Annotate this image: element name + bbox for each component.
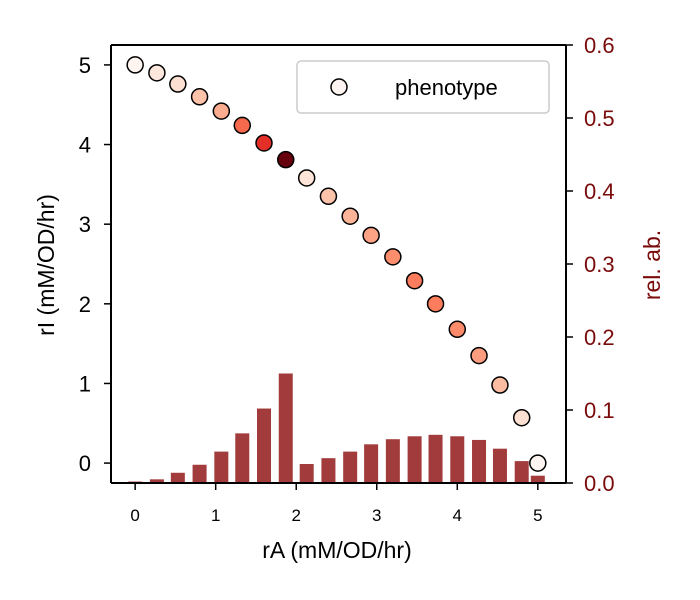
y2-tick-label: 0.5 — [584, 106, 615, 131]
legend-label: phenotype — [395, 75, 498, 100]
rel-ab-bar — [257, 408, 272, 483]
phenotype-point — [297, 169, 316, 187]
rel-ab-bar — [343, 451, 358, 483]
bars-layer — [128, 373, 545, 483]
y2-tick-label: 0.0 — [584, 471, 615, 496]
x-tick-label: 1 — [211, 506, 220, 525]
phenotype-point — [341, 207, 359, 225]
rel-ab-bar — [235, 433, 250, 483]
x-tick-label: 2 — [291, 506, 300, 525]
x-tick-label: 3 — [372, 506, 381, 525]
rel-ab-bar — [364, 444, 379, 483]
phenotype-point — [426, 295, 445, 313]
phenotype-point — [529, 454, 547, 472]
y-tick-label: 1 — [79, 371, 91, 396]
rel-ab-bar — [428, 434, 443, 483]
x-tick-label: 4 — [453, 506, 462, 525]
phenotype-point — [277, 150, 295, 169]
y-tick-label: 3 — [79, 212, 91, 237]
y2-tick-label: 0.6 — [584, 33, 615, 58]
phenotype-point — [512, 408, 531, 427]
phenotype-point — [212, 102, 231, 120]
phenotype-point — [448, 320, 467, 339]
y2-axis-label: rel. ab. — [639, 230, 665, 300]
y2-tick-label: 0.4 — [584, 179, 615, 204]
phenotype-point — [233, 116, 252, 135]
rel-ab-bar — [492, 448, 507, 483]
rel-ab-bar — [299, 464, 314, 483]
x-axis-label: rA (mM/OD/hr) — [262, 537, 412, 563]
rel-ab-bar — [450, 436, 465, 483]
x-tick-label: 5 — [533, 506, 542, 525]
rel-ab-bar — [407, 436, 422, 483]
phenotype-point — [255, 134, 273, 152]
rel-ab-bar — [170, 472, 185, 483]
x-tick-label: 0 — [130, 506, 139, 525]
ticks-layer: 0 1 2 3 4 5 0 1 2 3 4 5 0.0 0.1 0.2 0.3 0.4 0.5 0.6 — [79, 33, 615, 525]
legend-marker — [330, 78, 348, 96]
phenotype-point — [384, 248, 402, 266]
legend-box — [296, 60, 550, 114]
rel-ab-bar — [214, 451, 229, 483]
rel-ab-bar — [321, 458, 336, 483]
y2-tick-label: 0.3 — [584, 252, 615, 277]
y-tick-label: 0 — [79, 451, 91, 476]
y-tick-label: 4 — [79, 133, 91, 158]
phenotype-point — [126, 56, 144, 74]
rel-ab-bar — [149, 479, 164, 483]
rel-ab-bar — [472, 439, 487, 483]
rel-ab-bar — [278, 373, 293, 483]
phenotype-point — [362, 226, 380, 245]
points-layer — [126, 56, 547, 472]
phenotype-point — [405, 271, 424, 290]
phenotype-point — [319, 187, 338, 206]
rel-ab-bar — [514, 461, 529, 483]
phenotype-point — [190, 88, 209, 106]
legend: phenotype — [296, 60, 550, 114]
rel-ab-bar — [385, 439, 400, 483]
phenotype-point — [169, 75, 187, 93]
y-tick-label: 2 — [79, 292, 91, 317]
rel-ab-bar — [192, 464, 207, 483]
phenotype-point — [470, 346, 488, 365]
y2-tick-label: 0.1 — [584, 398, 615, 423]
y2-tick-label: 0.2 — [584, 325, 615, 350]
phenotype-point — [148, 64, 166, 82]
y-axis-label: rI (mM/OD/hr) — [33, 194, 59, 336]
phenotype-point — [491, 376, 509, 394]
rel-ab-bar — [530, 475, 545, 483]
y-tick-label: 5 — [79, 53, 91, 78]
